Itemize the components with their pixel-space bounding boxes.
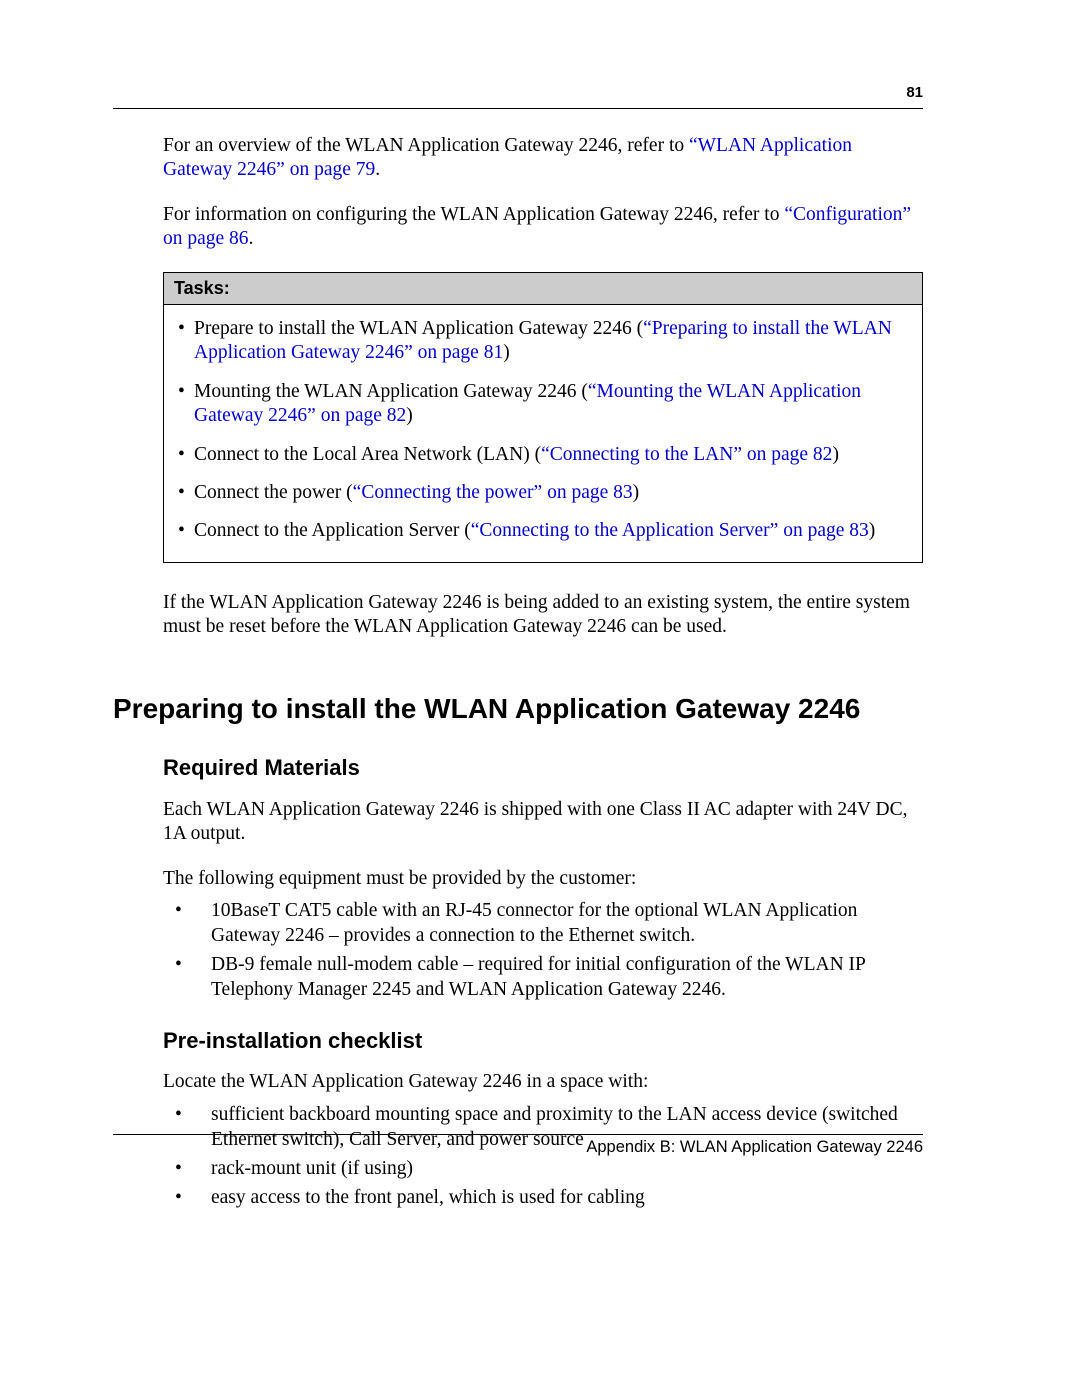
page: 81 For an overview of the WLAN Applicati… <box>0 0 1080 1397</box>
list-item-text: rack-mount unit (if using) <box>211 1157 923 1182</box>
page-number: 81 <box>906 84 923 101</box>
task-item: • Prepare to install the WLAN Applicatio… <box>178 317 908 366</box>
task-text: Prepare to install the WLAN Application … <box>194 317 908 366</box>
text: For information on configuring the WLAN … <box>163 204 784 225</box>
task-text: Mounting the WLAN Application Gateway 22… <box>194 380 908 429</box>
bullet-icon: • <box>178 519 194 543</box>
list-item-text: easy access to the front panel, which is… <box>211 1186 923 1211</box>
tasks-body: • Prepare to install the WLAN Applicatio… <box>164 305 922 562</box>
link-task-power[interactable]: “Connecting the power” on page 83 <box>353 482 633 503</box>
text: ) <box>832 444 839 465</box>
text: . <box>375 159 380 180</box>
bullet-icon: • <box>178 317 194 366</box>
list-item: • 10BaseT CAT5 cable with an RJ-45 conne… <box>163 899 923 949</box>
checklist-p1: Locate the WLAN Application Gateway 2246… <box>163 1070 923 1094</box>
heading-preparing: Preparing to install the WLAN Applicatio… <box>113 691 923 726</box>
content-area: For an overview of the WLAN Application … <box>163 134 923 1229</box>
post-tasks-paragraph: If the WLAN Application Gateway 2246 is … <box>163 591 923 640</box>
text: Connect the power ( <box>194 482 353 503</box>
required-materials-list: • 10BaseT CAT5 cable with an RJ-45 conne… <box>163 899 923 1003</box>
task-text: Connect to the Local Area Network (LAN) … <box>194 443 908 467</box>
bottom-rule <box>113 1134 923 1135</box>
text: Prepare to install the WLAN Application … <box>194 318 643 339</box>
text: ) <box>869 520 876 541</box>
bullet-icon: • <box>163 1157 211 1182</box>
text: Connect to the Application Server ( <box>194 520 471 541</box>
footer-text: Appendix B: WLAN Application Gateway 224… <box>586 1138 923 1157</box>
task-item: • Connect the power (“Connecting the pow… <box>178 481 908 505</box>
tasks-box: Tasks: • Prepare to install the WLAN App… <box>163 272 923 563</box>
list-item-text: DB-9 female null-modem cable – required … <box>211 953 923 1003</box>
text: ) <box>633 482 640 503</box>
list-item: • DB-9 female null-modem cable – require… <box>163 953 923 1003</box>
required-materials-p1: Each WLAN Application Gateway 2246 is sh… <box>163 798 923 847</box>
link-task-appserver[interactable]: “Connecting to the Application Server” o… <box>471 520 869 541</box>
list-item-text: 10BaseT CAT5 cable with an RJ-45 connect… <box>211 899 923 949</box>
text: Connect to the Local Area Network (LAN) … <box>194 444 541 465</box>
text: ) <box>406 405 413 426</box>
bullet-icon: • <box>178 481 194 505</box>
task-item: • Mounting the WLAN Application Gateway … <box>178 380 908 429</box>
task-text: Connect the power (“Connecting the power… <box>194 481 908 505</box>
bullet-icon: • <box>178 443 194 467</box>
intro-paragraph-1: For an overview of the WLAN Application … <box>163 134 923 183</box>
bullet-icon: • <box>163 1103 211 1153</box>
text: ) <box>503 342 510 363</box>
intro-paragraph-2: For information on configuring the WLAN … <box>163 203 923 252</box>
top-rule <box>113 108 923 109</box>
text: . <box>249 228 254 249</box>
text: For an overview of the WLAN Application … <box>163 135 689 156</box>
task-item: • Connect to the Local Area Network (LAN… <box>178 443 908 467</box>
bullet-icon: • <box>163 899 211 949</box>
bullet-icon: • <box>178 380 194 429</box>
task-text: Connect to the Application Server (“Conn… <box>194 519 908 543</box>
tasks-header: Tasks: <box>164 273 922 306</box>
heading-required-materials: Required Materials <box>163 754 923 782</box>
bullet-icon: • <box>163 1186 211 1211</box>
required-materials-p2: The following equipment must be provided… <box>163 867 923 891</box>
list-item: • easy access to the front panel, which … <box>163 1186 923 1211</box>
list-item: • rack-mount unit (if using) <box>163 1157 923 1182</box>
task-item: • Connect to the Application Server (“Co… <box>178 519 908 543</box>
text: Mounting the WLAN Application Gateway 22… <box>194 381 588 402</box>
link-task-lan[interactable]: “Connecting to the LAN” on page 82 <box>541 444 832 465</box>
bullet-icon: • <box>163 953 211 1003</box>
heading-checklist: Pre-installation checklist <box>163 1027 923 1055</box>
